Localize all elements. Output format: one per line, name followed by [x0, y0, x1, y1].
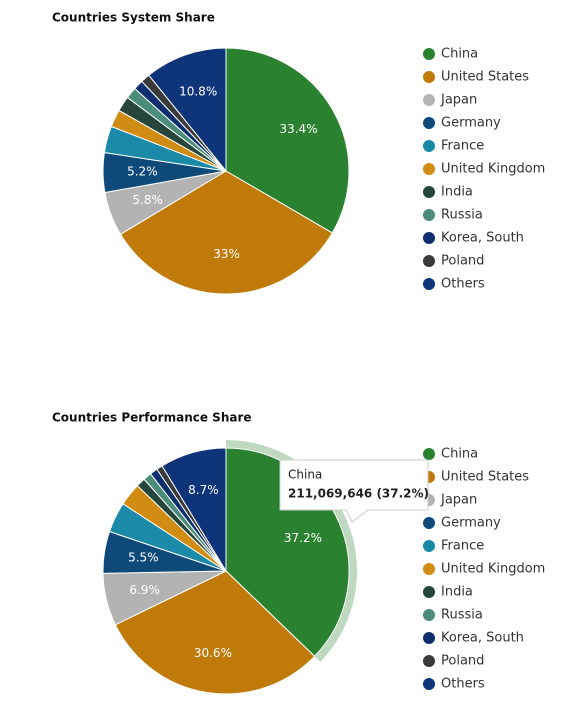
legend-swatch	[423, 563, 435, 575]
data-label: 10.8%	[179, 85, 217, 99]
legend-label[interactable]: India	[441, 185, 473, 200]
pie-slice	[161, 447, 227, 573]
legend-label[interactable]: India	[441, 585, 473, 600]
legend-swatch	[423, 632, 435, 644]
legend-label[interactable]: Others	[441, 677, 485, 692]
legend-label[interactable]: China	[441, 447, 478, 462]
legend-swatch	[423, 678, 435, 690]
legend-swatch	[423, 209, 435, 221]
chart-title: Countries System Share	[52, 11, 215, 25]
legend-label[interactable]: Germany	[441, 116, 501, 131]
legend-swatch	[423, 609, 435, 621]
legend-swatch	[423, 94, 435, 106]
legend-swatch	[423, 163, 435, 175]
legend-label[interactable]: Germany	[441, 516, 501, 531]
legend-swatch	[423, 255, 435, 267]
legend-label[interactable]: United States	[441, 70, 529, 85]
legend-label[interactable]: Russia	[441, 208, 483, 223]
data-label: 33.4%	[279, 122, 317, 136]
legend-swatch	[423, 48, 435, 60]
legend-label[interactable]: France	[441, 139, 484, 154]
legend-label[interactable]: France	[441, 539, 484, 554]
legend-label[interactable]: Poland	[441, 254, 484, 269]
data-label: 5.2%	[127, 165, 158, 179]
legend-swatch	[423, 140, 435, 152]
legend-swatch	[423, 448, 435, 460]
pie-slice	[114, 570, 316, 695]
legend-swatch	[423, 655, 435, 667]
pie-slice	[148, 47, 227, 173]
legend-label[interactable]: Poland	[441, 654, 484, 669]
data-label: 37.2%	[284, 531, 322, 545]
legend-label[interactable]: United Kingdom	[441, 162, 545, 177]
tooltip-title: China	[288, 468, 322, 482]
tooltip-box	[279, 459, 429, 523]
data-label: 33%	[213, 247, 240, 261]
legend-swatch	[423, 278, 435, 290]
chart-title: Countries Performance Share	[52, 411, 252, 425]
tooltip-text: 211,069,646 (37.2%)	[288, 487, 429, 501]
tooltip: China 211,069,646 (37.2%)	[279, 459, 429, 523]
legend-swatch	[423, 186, 435, 198]
legend-swatch	[423, 517, 435, 529]
legend-swatch	[423, 586, 435, 598]
legend-label[interactable]: Korea, South	[441, 231, 524, 246]
data-label: 8.7%	[188, 483, 219, 497]
legend-label[interactable]: Korea, South	[441, 631, 524, 646]
legend-label[interactable]: Others	[441, 277, 485, 292]
legend-label[interactable]: Russia	[441, 608, 483, 623]
data-label: 5.8%	[132, 193, 163, 207]
legend-label[interactable]: Japan	[440, 493, 477, 508]
data-label: 6.9%	[129, 583, 160, 597]
data-label: 30.6%	[194, 646, 232, 660]
legend-label[interactable]: China	[441, 47, 478, 62]
legend-label[interactable]: United States	[441, 470, 529, 485]
pie-slice	[119, 170, 333, 295]
legend-swatch	[423, 540, 435, 552]
legend-swatch	[423, 117, 435, 129]
legend-swatch	[423, 232, 435, 244]
legend-label[interactable]: United Kingdom	[441, 562, 545, 577]
pie-slice	[225, 47, 350, 234]
legend-swatch	[423, 71, 435, 83]
legend-label[interactable]: Japan	[440, 93, 477, 108]
data-label: 5.5%	[128, 551, 159, 565]
